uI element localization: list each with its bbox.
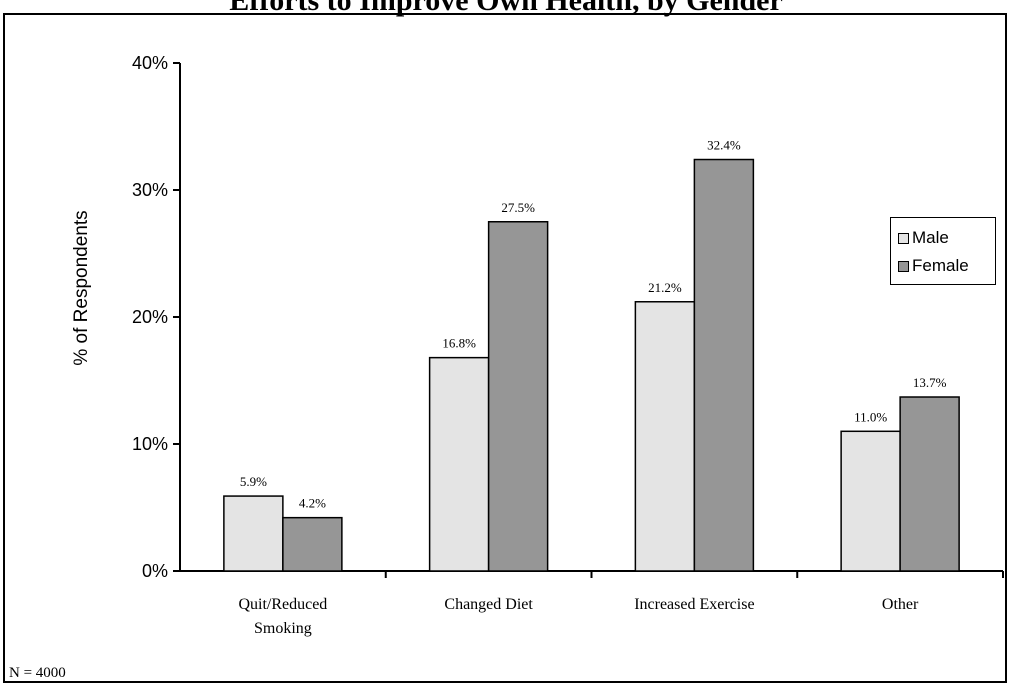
y-tick-label: 30% (132, 180, 168, 200)
legend-swatch-female (898, 260, 909, 272)
chart-title: Efforts to Improve Own Health, by Gender (229, 0, 783, 17)
bar-male (634, 301, 696, 572)
y-tick-label: 0% (142, 561, 168, 581)
bar-female (899, 396, 960, 572)
legend: Male Female (890, 217, 996, 285)
data-label: 32.4% (707, 138, 741, 153)
bar-male (840, 430, 901, 572)
legend-item-male: Male (898, 228, 949, 248)
x-tick-label: Changed Diet (444, 596, 533, 613)
data-label: 11.0% (854, 409, 887, 424)
bar-female (487, 221, 549, 572)
data-label: 27.5% (501, 200, 535, 215)
bar-female (282, 516, 343, 572)
legend-label-female: Female (912, 256, 969, 275)
data-label: 21.2% (648, 280, 682, 295)
data-label: 5.9% (240, 474, 267, 489)
y-tick-label: 20% (132, 307, 168, 327)
y-tick-label: 10% (132, 434, 168, 454)
data-label: 16.8% (442, 336, 476, 351)
legend-item-female: Female (898, 256, 969, 276)
bar-male (223, 495, 284, 572)
x-tick-label: Smoking (254, 620, 312, 637)
sample-size-note: N = 4000 (9, 665, 66, 681)
x-tick-label: Quit/Reduced (238, 596, 327, 613)
data-label: 13.7% (913, 375, 947, 390)
bar-female (693, 158, 755, 572)
legend-swatch-male (898, 232, 909, 244)
bar-male (428, 356, 490, 572)
y-tick-label: 40% (132, 53, 168, 73)
x-tick-label: Increased Exercise (634, 596, 754, 613)
data-label: 4.2% (299, 496, 326, 511)
x-tick-label: Other (882, 596, 919, 613)
legend-label-male: Male (912, 228, 949, 247)
